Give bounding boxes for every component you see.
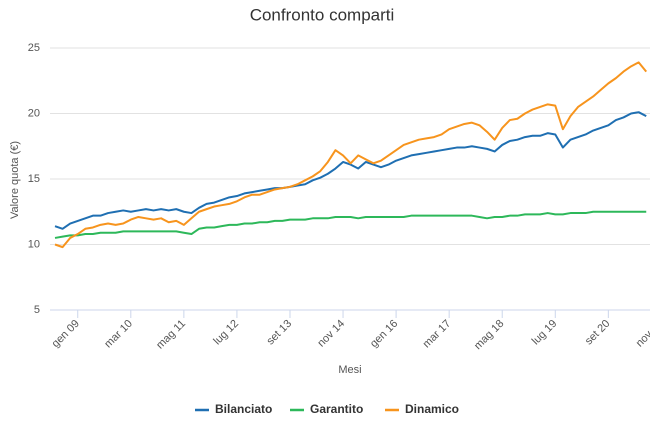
x-axis-title: Mesi <box>338 364 361 376</box>
x-tick-label: set 20 <box>583 318 613 348</box>
x-tick-label: gen 09 <box>50 318 82 350</box>
x-tick-label: lug 19 <box>530 318 560 348</box>
x-tick-label: lug 12 <box>211 318 241 348</box>
chart-title: Confronto comparti <box>250 5 395 24</box>
x-tick-label: mar 10 <box>102 318 135 351</box>
y-tick-label: 15 <box>28 173 40 185</box>
series-line <box>54 111 647 230</box>
legend-text: Bilanciato <box>215 402 272 416</box>
y-tick-label: 25 <box>28 42 40 54</box>
x-tick-label: mar 17 <box>421 318 454 351</box>
legend-text: Dinamico <box>405 402 459 416</box>
x-tick-label: nov 14 <box>315 318 347 350</box>
y-axis-title: Valore quota (€) <box>9 141 21 219</box>
y-tick-label: 20 <box>28 107 40 119</box>
x-tick-label: mag 18 <box>472 318 506 352</box>
y-tick-label: 5 <box>34 304 40 316</box>
x-tick-label: nov 21 <box>634 318 650 350</box>
y-tick-label: 10 <box>28 238 40 250</box>
series-line <box>54 210 647 239</box>
x-tick-label: gen 16 <box>368 318 400 350</box>
legend-text: Garantito <box>310 402 363 416</box>
x-tick-label: set 13 <box>264 318 294 348</box>
x-tick-label: mag 11 <box>154 318 188 352</box>
series-line <box>54 61 648 249</box>
